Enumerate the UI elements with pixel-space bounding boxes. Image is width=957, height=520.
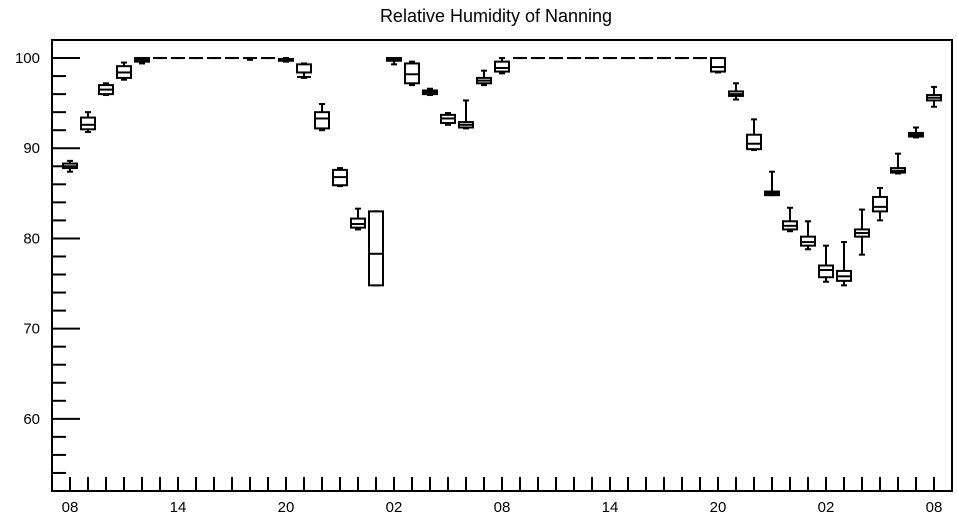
box-plot-item bbox=[332, 167, 348, 188]
box-plot-item bbox=[926, 85, 942, 108]
box-plot-item bbox=[710, 57, 726, 74]
box-plot-item bbox=[458, 99, 474, 130]
box-plot-item bbox=[278, 57, 294, 63]
box-plot-item bbox=[296, 62, 312, 79]
iqr-box bbox=[746, 133, 762, 151]
iqr-box bbox=[368, 210, 384, 287]
box-plot-item bbox=[818, 244, 834, 283]
y-tick-label: 100 bbox=[15, 50, 40, 67]
box-plot-item bbox=[98, 82, 114, 97]
box-plot-item bbox=[746, 118, 762, 152]
x-tick-label: 20 bbox=[278, 499, 295, 516]
x-tick-label: 14 bbox=[170, 499, 187, 516]
iqr-box bbox=[494, 60, 510, 73]
box-plot-item bbox=[908, 126, 924, 139]
x-tick-label: 02 bbox=[386, 499, 403, 516]
box-plot-item bbox=[134, 57, 150, 65]
iqr-box bbox=[80, 116, 96, 131]
plot-frame bbox=[51, 39, 953, 492]
box-plot-item bbox=[422, 87, 438, 97]
chart-title: Relative Humidity of Nanning bbox=[380, 6, 612, 26]
box-plot-item bbox=[350, 207, 366, 231]
box-plot-item bbox=[800, 220, 816, 251]
x-axis: 08 14 20 02 08 14 20 02 08 bbox=[62, 477, 943, 516]
box-plot-item bbox=[243, 57, 257, 61]
box-plot-item bbox=[782, 206, 798, 233]
x-tick-label: 02 bbox=[818, 499, 835, 516]
box-plot-item bbox=[728, 82, 744, 101]
iqr-box bbox=[296, 63, 312, 74]
iqr-box bbox=[710, 57, 726, 73]
box-plot-item bbox=[62, 159, 78, 173]
boxes-layer bbox=[62, 57, 942, 287]
x-tick-label: 08 bbox=[494, 499, 511, 516]
box-plot-item bbox=[494, 57, 510, 75]
box-plot-item bbox=[836, 241, 852, 287]
x-tick-label: 08 bbox=[62, 499, 79, 516]
box-plot-item bbox=[764, 170, 780, 197]
y-tick-label: 90 bbox=[23, 140, 40, 157]
box-plot-item bbox=[440, 112, 456, 126]
box-plot-item bbox=[476, 69, 492, 87]
box-plot-item bbox=[116, 61, 132, 81]
y-axis: 60 70 80 90 100 bbox=[15, 39, 80, 492]
box-plot-item bbox=[368, 210, 384, 287]
x-tick-label: 20 bbox=[710, 499, 727, 516]
y-tick-label: 60 bbox=[23, 411, 40, 428]
box-plot-item bbox=[80, 111, 96, 134]
box-plot-item bbox=[404, 60, 420, 87]
y-tick-label: 70 bbox=[23, 321, 40, 338]
box-plot-item bbox=[854, 208, 870, 256]
box-plot-item bbox=[314, 103, 330, 132]
y-tick-label: 80 bbox=[23, 230, 40, 247]
box-plot-item bbox=[872, 186, 888, 222]
iqr-box bbox=[818, 264, 834, 279]
box-plot-item bbox=[386, 57, 402, 66]
x-tick-label: 08 bbox=[926, 499, 943, 516]
iqr-box bbox=[314, 111, 330, 130]
x-tick-label: 14 bbox=[602, 499, 619, 516]
iqr-box bbox=[872, 195, 888, 213]
box-plot-item bbox=[890, 152, 906, 175]
